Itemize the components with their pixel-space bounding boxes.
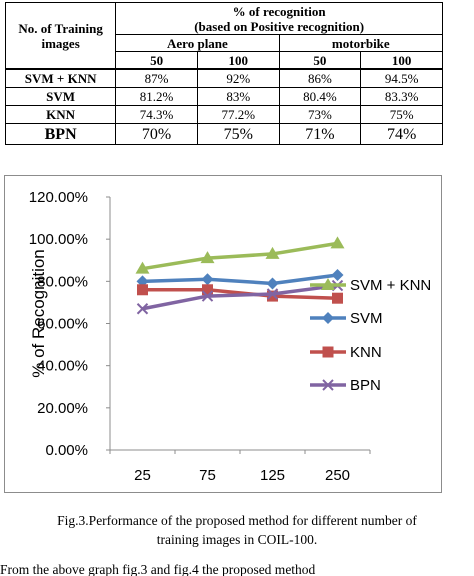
table-cell: 92%	[196, 68, 280, 88]
legend-label: KNN	[350, 344, 382, 361]
table-cell: 71%	[278, 123, 362, 145]
table-cell: 83%	[196, 87, 280, 106]
y-tick-label: 40.00%	[37, 358, 88, 375]
series-line	[142, 273, 338, 286]
header-class-aero: Aero plane	[115, 34, 280, 52]
row-label: KNN	[4, 105, 117, 124]
data-point	[135, 261, 150, 274]
y-axis-title: % of Recognition	[29, 249, 48, 378]
header-n-100-aero: 100	[196, 51, 280, 70]
y-tick-label: 60.00%	[37, 316, 88, 333]
data-point	[332, 292, 343, 304]
header-training-images: No. of Training images	[4, 2, 117, 70]
y-tick-label: 80.00%	[37, 273, 88, 290]
data-point	[201, 273, 214, 286]
row-label: BPN	[4, 123, 117, 145]
table-cell: 81.2%	[115, 87, 198, 106]
x-tick-label: 25	[134, 467, 151, 484]
header-recognition-group: % of recognition (based on Positive reco…	[115, 2, 443, 35]
legend-marker	[321, 278, 335, 290]
row-label: SVM + KNN	[4, 68, 117, 88]
table-cell: 75%	[360, 105, 443, 124]
table-cell: 73%	[278, 105, 362, 124]
data-point	[137, 284, 148, 296]
legend-marker	[322, 346, 334, 358]
legend-label: BPN	[350, 377, 381, 394]
table-cell: 83.3%	[360, 87, 443, 106]
chart-container: 0.00% 20.00% 40.00% 60.00% 80.00% 100.00% 120.…	[4, 175, 442, 493]
data-point	[200, 251, 215, 264]
series-line	[142, 283, 338, 311]
line-chart: 0.00% 20.00% 40.00% 60.00% 80.00% 100.00% 120.…	[4, 175, 442, 493]
header-n-50-motor: 50	[278, 51, 362, 70]
y-tick-label: 20.00%	[37, 400, 88, 417]
legend-marker	[322, 312, 334, 324]
table-cell: 87%	[115, 68, 198, 88]
data-point	[202, 284, 213, 296]
series-line	[142, 288, 338, 300]
table-row: SVM 81.2% 83% 80.4% 83.3%	[4, 87, 443, 106]
table-cell: 86%	[278, 68, 362, 88]
y-tick-label: 120.00%	[29, 189, 88, 206]
body-text-fragment: From the above graph fig.3 and fig.4 the…	[0, 562, 316, 576]
results-table: No. of Training images % of recognition …	[4, 2, 444, 145]
row-label: SVM	[4, 87, 117, 106]
table-cell: 70%	[115, 123, 198, 145]
x-tick-label: 125	[260, 467, 285, 484]
table-cell: 94.5%	[360, 68, 443, 88]
data-point	[265, 246, 280, 259]
data-point	[330, 236, 345, 249]
legend-label: SVM	[350, 310, 383, 327]
table-row: SVM + KNN 87% 92% 86% 94.5%	[4, 68, 443, 88]
header-n-100-motor: 100	[360, 51, 443, 70]
x-tick-label: 250	[325, 467, 350, 484]
header-n-50-aero: 50	[115, 51, 198, 70]
table-cell: 74%	[360, 123, 443, 145]
figure-caption-line2: training images in COIL-100.	[156, 532, 318, 547]
header-recognition-subtitle: (based on Positive recognition)	[194, 18, 365, 34]
data-point	[266, 277, 279, 290]
data-point	[266, 288, 279, 300]
data-point	[136, 275, 149, 288]
table-cell: 74.3%	[115, 105, 198, 124]
x-tick-label: 75	[199, 467, 216, 484]
data-point	[267, 290, 278, 302]
header-recognition-title: % of recognition	[232, 3, 326, 19]
chart-frame	[4, 175, 442, 493]
figure-caption-line1: Fig.3.Performance of the proposed method…	[57, 513, 417, 528]
results-table-container: No. of Training images % of recognition …	[4, 2, 444, 145]
y-tick-label: 0.00%	[45, 442, 88, 459]
data-point	[201, 290, 214, 302]
table-cell: 80.4%	[278, 87, 362, 106]
legend-marker	[322, 379, 334, 391]
y-tick-label: 100.00%	[29, 231, 88, 248]
data-point	[136, 303, 149, 315]
legend-label: SVM + KNN	[350, 277, 431, 294]
header-training-images-label: No. of Training images	[18, 20, 103, 51]
data-point	[331, 269, 344, 282]
series-line	[142, 241, 338, 271]
table-cell: 75%	[196, 123, 280, 145]
table-cell: 77.2%	[196, 105, 280, 124]
header-class-motorbike: motorbike	[278, 34, 444, 52]
table-row: KNN 74.3% 77.2% 73% 75%	[4, 105, 443, 124]
table-row: BPN 70% 75% 71% 74%	[4, 123, 443, 145]
